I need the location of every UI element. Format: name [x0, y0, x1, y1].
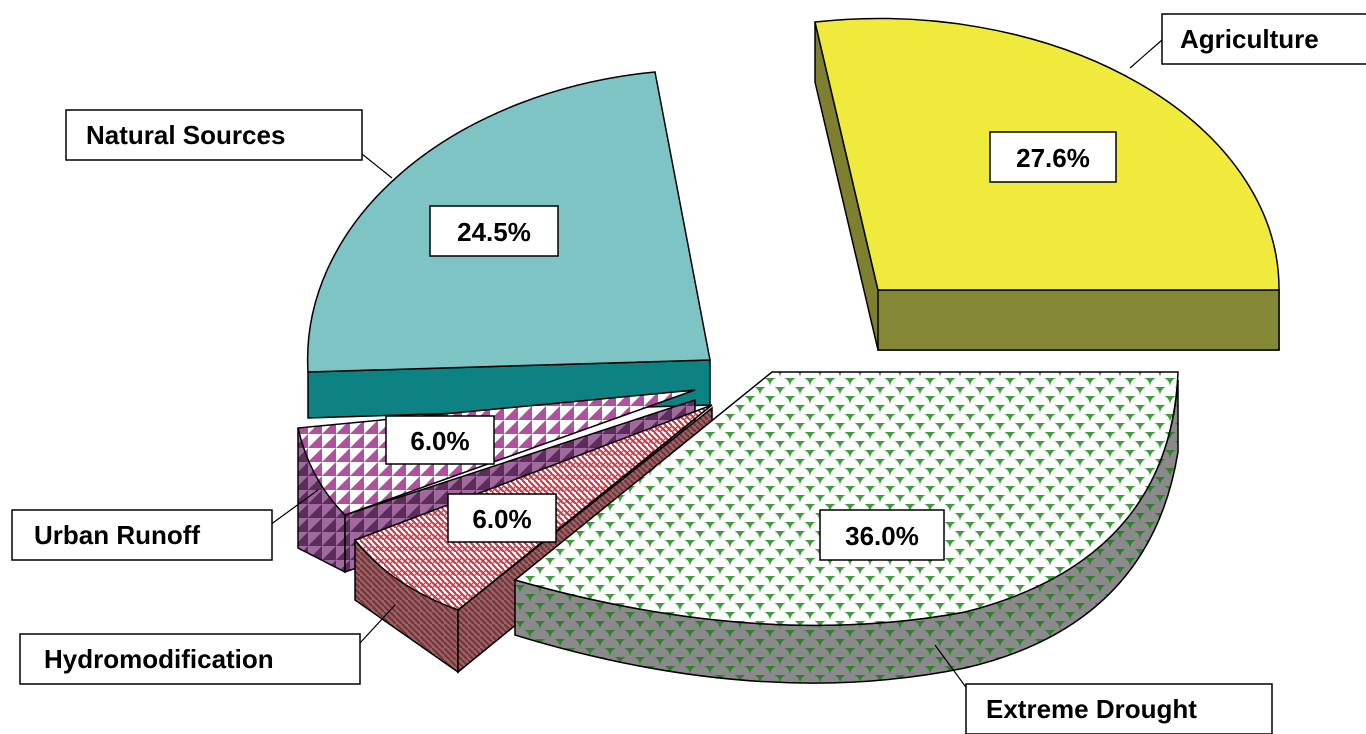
value-label-hydromodification: 6.0%	[447, 493, 557, 543]
slice-agriculture-side-front	[877, 289, 1280, 351]
value-label-natural-sources: 24.5%	[429, 205, 559, 257]
category-label-urban-runoff: Urban Runoff	[11, 509, 273, 561]
value-label-urban-runoff: 6.0%	[385, 415, 495, 465]
category-label-extreme-drought: Extreme Drought	[965, 683, 1273, 734]
slice-extreme-drought	[513, 371, 1179, 684]
slice-extreme-drought-top	[513, 371, 1179, 627]
value-label-agriculture-text: 27.6%	[1016, 143, 1090, 173]
category-label-natural-sources-text: Natural Sources	[86, 120, 285, 150]
value-label-hydromodification-text: 6.0%	[472, 504, 531, 534]
leader-lines	[269, 39, 1163, 691]
category-label-hydromodification: Hydromodification	[19, 633, 361, 685]
category-label-agriculture-text: Agriculture	[1180, 24, 1319, 54]
leader-hydromodification	[359, 604, 396, 644]
category-label-agriculture: Agriculture	[1161, 13, 1366, 65]
value-label-urban-runoff-text: 6.0%	[410, 426, 469, 456]
slice-agriculture	[814, 17, 1280, 351]
category-label-hydromodification-text: Hydromodification	[44, 644, 274, 674]
leader-agriculture	[1129, 39, 1163, 69]
value-label-extreme-drought-text: 36.0%	[845, 521, 919, 551]
leader-extreme-drought	[934, 644, 969, 691]
category-label-extreme-drought-text: Extreme Drought	[986, 694, 1197, 724]
category-label-natural-sources: Natural Sources	[65, 109, 363, 161]
category-label-urban-runoff-text: Urban Runoff	[34, 520, 200, 550]
value-label-extreme-drought: 36.0%	[819, 509, 945, 561]
leader-urban-runoff	[269, 489, 319, 526]
value-label-agriculture: 27.6%	[989, 131, 1117, 183]
value-label-natural-sources-text: 24.5%	[457, 217, 531, 247]
leader-natural-sources	[361, 153, 393, 179]
